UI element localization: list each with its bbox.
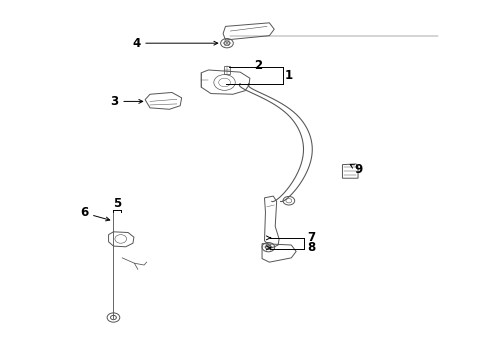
- Text: 9: 9: [350, 163, 363, 176]
- Text: 8: 8: [307, 241, 315, 255]
- Text: 1: 1: [285, 69, 293, 82]
- Text: 4: 4: [132, 37, 218, 50]
- Text: 7: 7: [307, 231, 315, 244]
- Text: 2: 2: [254, 59, 262, 72]
- Text: 3: 3: [110, 95, 143, 108]
- Text: 6: 6: [80, 206, 110, 221]
- Text: 5: 5: [113, 197, 121, 211]
